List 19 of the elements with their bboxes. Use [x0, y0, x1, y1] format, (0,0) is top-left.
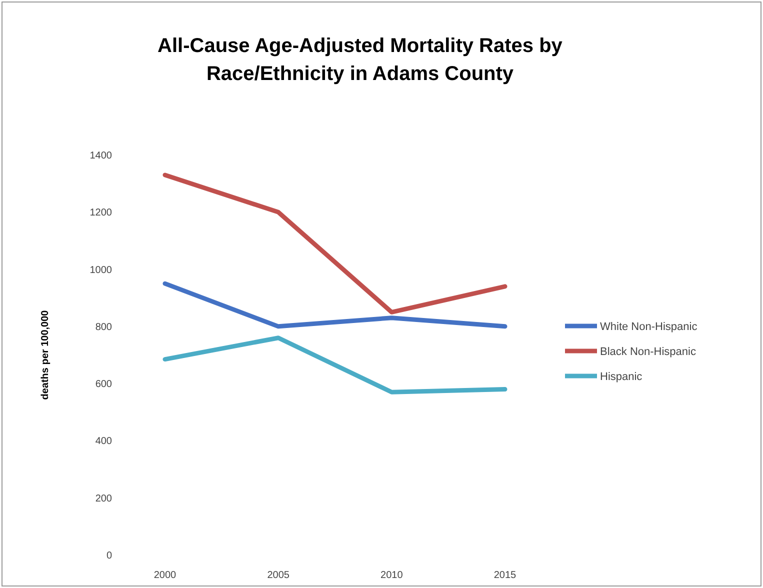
line-series — [162, 172, 508, 314]
legend-label: Black Non-Hispanic — [600, 346, 696, 358]
y-tick-label: 0 — [106, 550, 112, 562]
y-tick-label: 400 — [95, 436, 112, 448]
y-tick-label: 1400 — [90, 150, 112, 162]
line-series — [162, 336, 508, 394]
x-tick-label: 2010 — [380, 570, 404, 581]
y-tick-label: 1000 — [90, 264, 112, 276]
x-tick-label: 2005 — [267, 570, 290, 581]
y-axis-title: deaths per 100,000 — [40, 310, 51, 400]
legend-label: Hispanic — [600, 370, 643, 383]
x-tick-label: 2000 — [154, 570, 177, 581]
y-tick-label: 1200 — [90, 208, 112, 219]
chart-title: All-Cause Age-Adjusted Mortality Rates by Race/Ethnicity in Adams County — [158, 35, 564, 85]
legend-label: White Non-Hispanic — [600, 320, 698, 333]
y-tick-label: 200 — [95, 493, 112, 504]
x-tick-label: 2015 — [494, 570, 517, 581]
y-tick-label: 800 — [95, 322, 112, 333]
y-tick-label: 600 — [95, 379, 112, 390]
